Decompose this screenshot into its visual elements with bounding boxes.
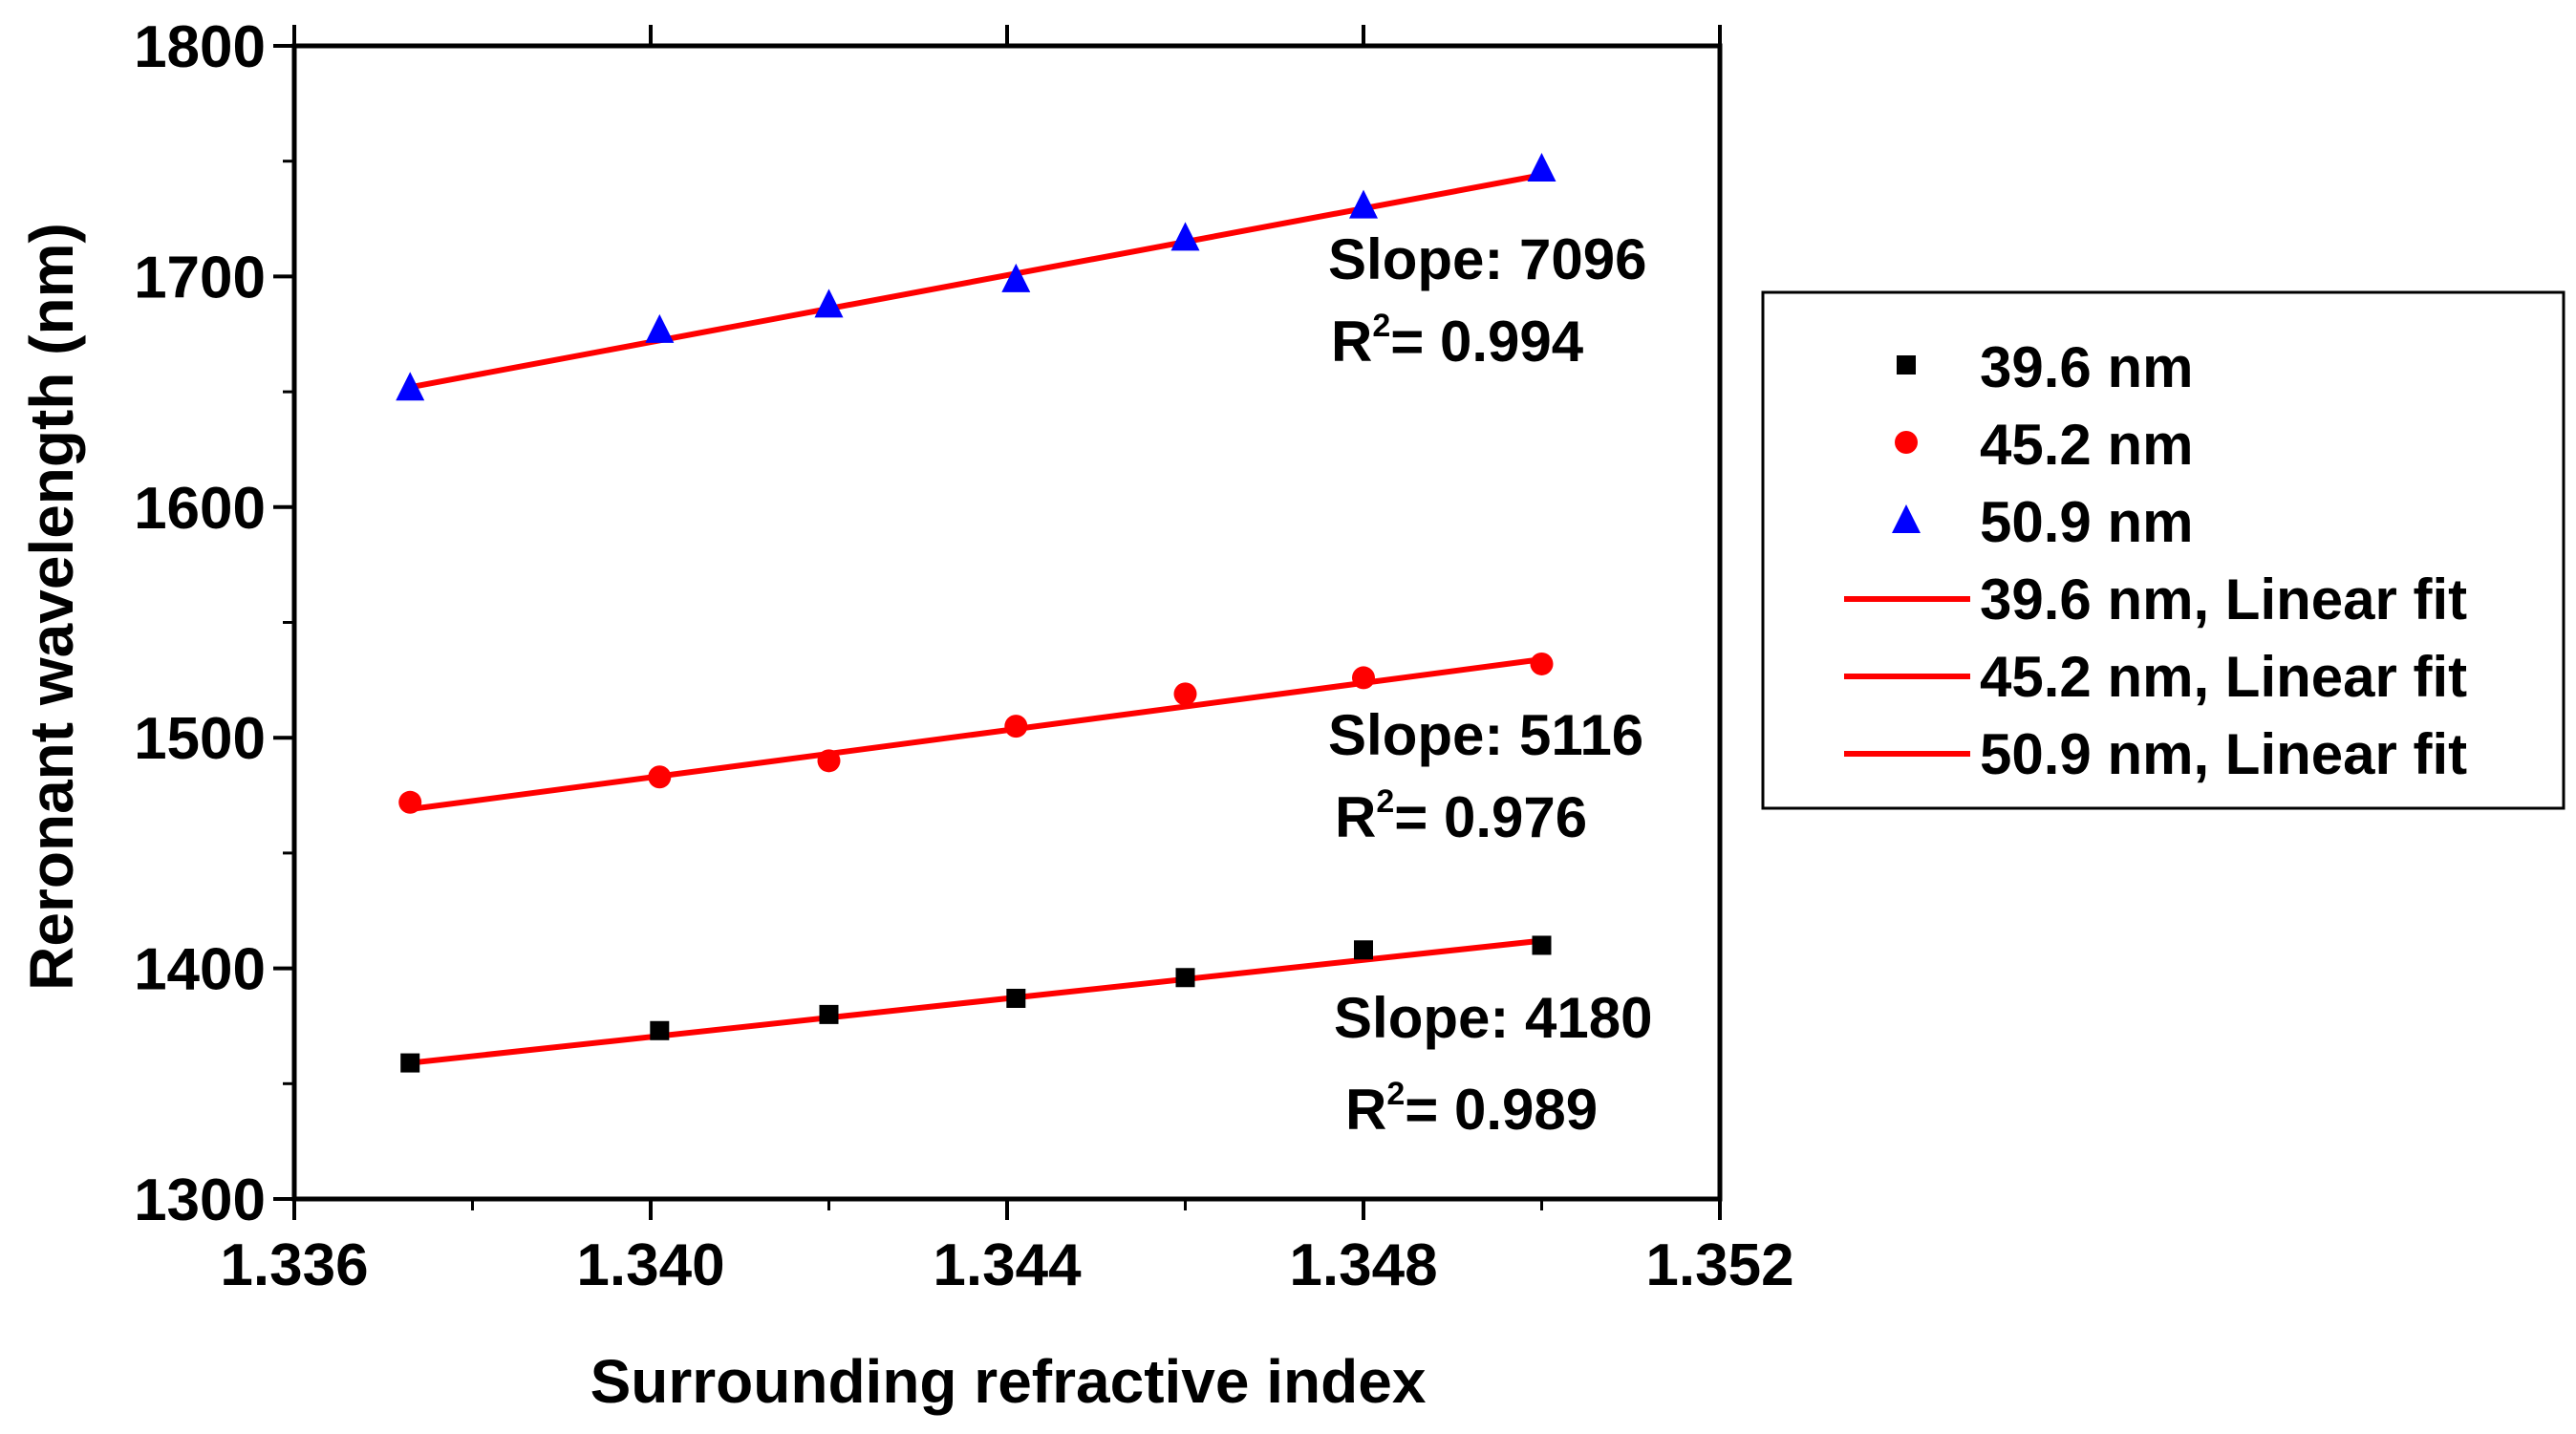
data-point xyxy=(396,372,425,401)
fit-line xyxy=(409,937,1542,1066)
r-squared-label: R2= 0.994 xyxy=(1331,308,1584,374)
annotation-45-2: Slope: 5116 R2= 0.976 xyxy=(1328,703,1643,849)
legend-label: 50.9 nm, Linear fit xyxy=(1980,722,2467,786)
y-tick-label: 1300 xyxy=(134,1167,266,1233)
y-axis-title: Reronant wavelength (nm) xyxy=(17,223,86,991)
data-point xyxy=(1349,189,1378,219)
plot-area: 1.336 1.340 1.344 1.348 1.352 1300 1400 1500 160… xyxy=(134,14,1794,1298)
y-tick-label: 1400 xyxy=(134,937,266,1003)
legend-box xyxy=(1761,290,2565,810)
legend-label: 45.2 nm xyxy=(1980,413,2193,477)
data-point xyxy=(1354,940,1373,960)
slope-label: Slope: 7096 xyxy=(1328,227,1647,291)
data-point xyxy=(1004,715,1028,738)
y-tick-label: 1600 xyxy=(134,476,266,542)
annotation-50-9: Slope: 7096 R2= 0.994 xyxy=(1328,227,1647,374)
legend-marker xyxy=(1895,431,1918,454)
data-point xyxy=(1530,652,1554,675)
x-tick-label: 1.348 xyxy=(1289,1232,1437,1298)
r-squared-label: R2= 0.976 xyxy=(1335,783,1587,849)
data-point xyxy=(819,1004,839,1024)
data-point xyxy=(1527,152,1556,182)
legend-label: 50.9 nm xyxy=(1980,490,2193,554)
legend-marker xyxy=(1892,504,1921,533)
data-point xyxy=(1532,935,1552,955)
data-point xyxy=(648,765,672,789)
data-point xyxy=(1352,666,1375,690)
fit-line xyxy=(409,172,1543,391)
legend-label: 45.2 nm, Linear fit xyxy=(1980,645,2467,709)
legend: 39.6 nm 45.2 nm 50.9 nm 39.6 nm, Linear fit… xyxy=(1761,290,2565,810)
legend-label: 39.6 nm, Linear fit xyxy=(1980,567,2467,631)
annotation-39-6: Slope: 4180 R2= 0.989 xyxy=(1334,986,1653,1142)
data-point xyxy=(1170,222,1200,251)
data-point xyxy=(645,313,675,343)
y-tick-label: 1500 xyxy=(134,706,266,772)
x-tick-label: 1.336 xyxy=(220,1232,368,1298)
x-axis-title: Surrounding refractive index xyxy=(590,1347,1427,1416)
data-point xyxy=(1173,682,1197,706)
x-tick-label: 1.344 xyxy=(933,1232,1082,1298)
fit-line xyxy=(409,656,1542,813)
data-point xyxy=(1001,263,1031,292)
legend-label: 39.6 nm xyxy=(1980,335,2193,399)
data-point xyxy=(400,1053,420,1073)
data-point xyxy=(814,289,844,318)
data-point xyxy=(1006,988,1026,1008)
y-tick-label: 1700 xyxy=(134,245,266,310)
data-point xyxy=(817,749,841,773)
data-point xyxy=(1175,968,1195,988)
x-tick-label: 1.352 xyxy=(1645,1232,1793,1298)
r-squared-label: R2= 0.989 xyxy=(1345,1076,1598,1142)
legend-marker xyxy=(1897,355,1916,375)
data-point xyxy=(398,790,422,814)
slope-label: Slope: 5116 xyxy=(1328,703,1643,767)
data-point xyxy=(650,1020,670,1040)
x-tick-label: 1.340 xyxy=(576,1232,724,1298)
y-tick-label: 1800 xyxy=(134,14,266,80)
slope-label: Slope: 4180 xyxy=(1334,986,1653,1050)
